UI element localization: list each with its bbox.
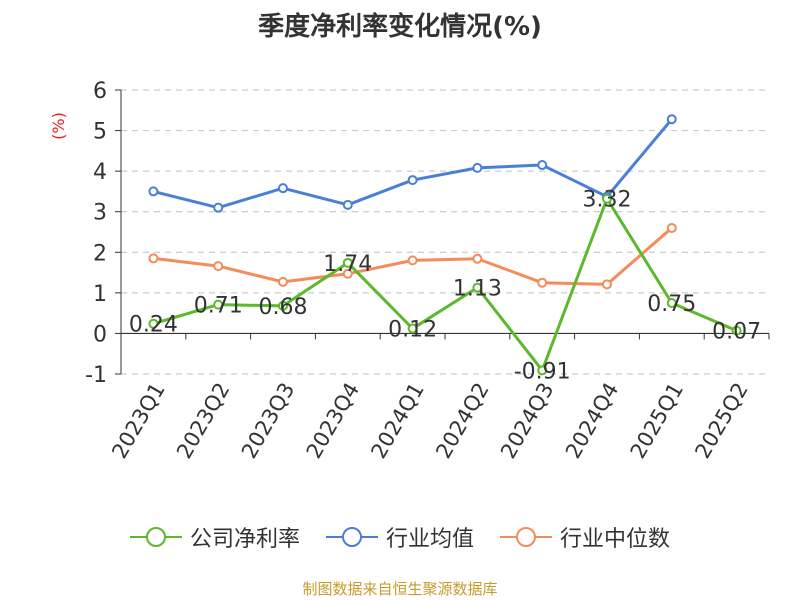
data-label: 0.68 (259, 295, 308, 320)
legend-swatch-icon (129, 527, 182, 547)
legend-item-industry-median[interactable]: 行业中位数 (500, 521, 670, 553)
y-tick-label: 2 (93, 241, 107, 266)
data-label: 0.12 (388, 318, 437, 343)
y-tick-label: 1 (93, 282, 107, 307)
data-label: -0.91 (514, 359, 571, 384)
series-point (602, 279, 612, 290)
series-point (472, 282, 483, 293)
series-point (342, 268, 353, 279)
y-axis-title: (%) (49, 112, 68, 140)
series-point (148, 318, 159, 329)
series-point (666, 222, 677, 233)
series-point (278, 300, 288, 311)
series-point (278, 276, 288, 287)
x-tick-label: 2023Q4 (302, 379, 364, 463)
x-tick-label: 2025Q1 (626, 379, 688, 463)
data-labels: 0.24 0.71 0.68 1.74 0.12 1.13 -0.91 3.32 0.75 0.0… (129, 188, 761, 385)
data-label: 0.75 (647, 292, 696, 317)
legend-item-company[interactable]: 公司净利率 (129, 521, 300, 553)
series-point (148, 253, 159, 264)
x-tick-label: 2024Q3 (496, 379, 558, 463)
x-tick-label: 2023Q3 (237, 379, 299, 463)
series-point (537, 160, 548, 171)
legend-label: 行业中位数 (560, 527, 671, 552)
series-point (213, 202, 224, 213)
legend: 公司净利率 行业均值 行业中位数 (0, 520, 800, 554)
series-point (666, 298, 677, 308)
series-point (731, 325, 742, 336)
series-point (537, 277, 548, 288)
series-point (148, 186, 159, 197)
series-point (407, 323, 418, 334)
series-point (472, 253, 483, 264)
series-point (472, 162, 483, 173)
x-tick-label: 2024Q2 (431, 379, 493, 463)
legend-swatch-icon (500, 527, 552, 547)
y-tick-label: 5 (93, 120, 107, 145)
series-point (213, 299, 224, 310)
data-label: 0.24 (129, 313, 178, 338)
x-tick-label: 2024Q4 (561, 379, 623, 463)
chart-title: 季度净利率变化情况(%) (258, 12, 542, 42)
x-tick-label: 2023Q2 (172, 379, 234, 463)
data-label: 3.32 (583, 188, 632, 213)
series-point (666, 114, 677, 125)
data-label: 0.71 (194, 294, 243, 319)
series-point (342, 199, 353, 210)
series-point (278, 183, 288, 194)
x-tick-label: 2024Q1 (366, 379, 428, 463)
y-tick-label: 4 (93, 160, 107, 185)
y-tick-label: -1 (85, 363, 107, 388)
grid-lines (121, 89, 769, 375)
data-label: 1.13 (453, 277, 502, 302)
y-tick-label: 6 (93, 79, 107, 104)
series-point (407, 175, 418, 186)
legend-label: 行业均值 (385, 527, 474, 552)
legend-label: 公司净利率 (189, 527, 300, 552)
data-label: 1.74 (323, 252, 372, 277)
source-note: 制图数据来自恒生聚源数据库 (302, 580, 498, 598)
series-point (407, 255, 418, 266)
series-point (213, 261, 224, 272)
legend-swatch-icon (325, 527, 378, 547)
series-point (342, 257, 353, 268)
y-tick-label: 3 (93, 201, 107, 226)
data-label: 0.07 (712, 320, 761, 345)
series-line (152, 197, 738, 372)
legend-item-industry-mean[interactable]: 行业均值 (325, 521, 474, 553)
y-tick-label: 0 (93, 322, 107, 347)
series-point (537, 365, 548, 376)
series-lines (148, 114, 742, 376)
x-tick-label: 2023Q1 (107, 379, 169, 463)
x-tick-label: 2025Q2 (690, 379, 752, 463)
series-point (602, 193, 612, 204)
